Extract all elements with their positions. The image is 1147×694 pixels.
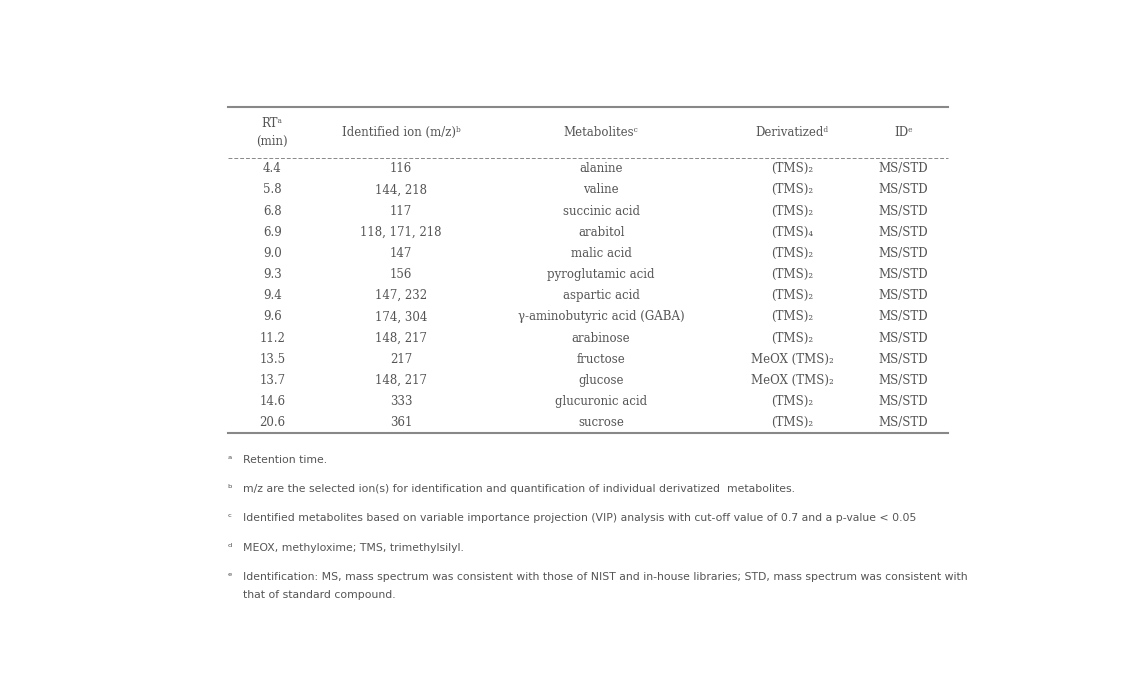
Text: alanine: alanine — [579, 162, 623, 175]
Text: MS/STD: MS/STD — [879, 395, 928, 408]
Text: MS/STD: MS/STD — [879, 226, 928, 239]
Text: MeOX (TMS)₂: MeOX (TMS)₂ — [751, 374, 834, 387]
Text: valine: valine — [584, 183, 619, 196]
Text: (TMS)₂: (TMS)₂ — [771, 247, 813, 260]
Text: MS/STD: MS/STD — [879, 205, 928, 217]
Text: Identified metabolites based on variable importance projection (VIP) analysis wi: Identified metabolites based on variable… — [243, 514, 916, 523]
Text: 148, 217: 148, 217 — [375, 332, 427, 344]
Text: MeOX (TMS)₂: MeOX (TMS)₂ — [751, 353, 834, 366]
Text: arabitol: arabitol — [578, 226, 624, 239]
Text: (TMS)₂: (TMS)₂ — [771, 268, 813, 281]
Text: Derivatizedᵈ: Derivatizedᵈ — [756, 126, 829, 139]
Text: 13.5: 13.5 — [259, 353, 286, 366]
Text: Metabolitesᶜ: Metabolitesᶜ — [564, 126, 639, 139]
Text: MS/STD: MS/STD — [879, 353, 928, 366]
Text: ᶜ: ᶜ — [228, 514, 232, 523]
Text: ᵃ: ᵃ — [228, 455, 232, 465]
Text: 361: 361 — [390, 416, 413, 429]
Text: (TMS)₂: (TMS)₂ — [771, 183, 813, 196]
Text: 147: 147 — [390, 247, 413, 260]
Text: MS/STD: MS/STD — [879, 416, 928, 429]
Text: pyroglutamic acid: pyroglutamic acid — [547, 268, 655, 281]
Text: (TMS)₂: (TMS)₂ — [771, 416, 813, 429]
Text: glucose: glucose — [578, 374, 624, 387]
Text: 156: 156 — [390, 268, 413, 281]
Text: 174, 304: 174, 304 — [375, 310, 428, 323]
Text: ᵈ: ᵈ — [228, 543, 232, 553]
Text: 6.9: 6.9 — [263, 226, 282, 239]
Text: 217: 217 — [390, 353, 412, 366]
Text: Retention time.: Retention time. — [243, 455, 327, 465]
Text: MS/STD: MS/STD — [879, 162, 928, 175]
Text: fructose: fructose — [577, 353, 625, 366]
Text: 9.3: 9.3 — [263, 268, 282, 281]
Text: MS/STD: MS/STD — [879, 289, 928, 302]
Text: 5.8: 5.8 — [263, 183, 281, 196]
Text: 6.8: 6.8 — [263, 205, 281, 217]
Text: MEOX, methyloxime; TMS, trimethylsilyl.: MEOX, methyloxime; TMS, trimethylsilyl. — [243, 543, 463, 553]
Text: MS/STD: MS/STD — [879, 332, 928, 344]
Text: that of standard compound.: that of standard compound. — [243, 591, 396, 600]
Text: m/z are the selected ion(s) for identification and quantification of individual : m/z are the selected ion(s) for identifi… — [243, 484, 795, 494]
Text: 148, 217: 148, 217 — [375, 374, 427, 387]
Text: 9.4: 9.4 — [263, 289, 282, 302]
Text: γ-aminobutyric acid (GABA): γ-aminobutyric acid (GABA) — [517, 310, 685, 323]
Text: MS/STD: MS/STD — [879, 268, 928, 281]
Text: 333: 333 — [390, 395, 413, 408]
Text: (TMS)₂: (TMS)₂ — [771, 395, 813, 408]
Text: Identified ion (m/z)ᵇ: Identified ion (m/z)ᵇ — [342, 126, 461, 139]
Text: 9.0: 9.0 — [263, 247, 282, 260]
Text: ᵇ: ᵇ — [228, 484, 233, 494]
Text: (TMS)₄: (TMS)₄ — [771, 226, 813, 239]
Text: malic acid: malic acid — [571, 247, 632, 260]
Text: 11.2: 11.2 — [259, 332, 286, 344]
Text: MS/STD: MS/STD — [879, 183, 928, 196]
Text: 4.4: 4.4 — [263, 162, 282, 175]
Text: 116: 116 — [390, 162, 412, 175]
Text: Identification: MS, mass spectrum was consistent with those of NIST and in-house: Identification: MS, mass spectrum was co… — [243, 573, 968, 582]
Text: (TMS)₂: (TMS)₂ — [771, 162, 813, 175]
Text: arabinose: arabinose — [572, 332, 631, 344]
Text: MS/STD: MS/STD — [879, 310, 928, 323]
Text: (TMS)₂: (TMS)₂ — [771, 289, 813, 302]
Text: 144, 218: 144, 218 — [375, 183, 427, 196]
Text: IDᵉ: IDᵉ — [895, 126, 913, 139]
Text: MS/STD: MS/STD — [879, 247, 928, 260]
Text: sucrose: sucrose — [578, 416, 624, 429]
Text: (TMS)₂: (TMS)₂ — [771, 205, 813, 217]
Text: 9.6: 9.6 — [263, 310, 282, 323]
Text: succinic acid: succinic acid — [563, 205, 640, 217]
Text: 14.6: 14.6 — [259, 395, 286, 408]
Text: 118, 171, 218: 118, 171, 218 — [360, 226, 442, 239]
Text: 147, 232: 147, 232 — [375, 289, 427, 302]
Text: ᵉ: ᵉ — [228, 573, 233, 582]
Text: RTᵃ
(min): RTᵃ (min) — [257, 117, 288, 149]
Text: aspartic acid: aspartic acid — [563, 289, 640, 302]
Text: 117: 117 — [390, 205, 412, 217]
Text: glucuronic acid: glucuronic acid — [555, 395, 647, 408]
Text: MS/STD: MS/STD — [879, 374, 928, 387]
Text: (TMS)₂: (TMS)₂ — [771, 310, 813, 323]
Text: 13.7: 13.7 — [259, 374, 286, 387]
Text: (TMS)₂: (TMS)₂ — [771, 332, 813, 344]
Text: 20.6: 20.6 — [259, 416, 286, 429]
